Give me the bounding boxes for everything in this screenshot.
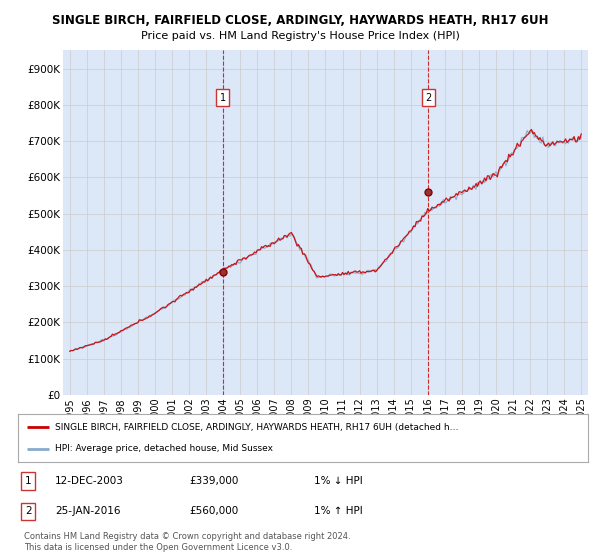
Text: Contains HM Land Registry data © Crown copyright and database right 2024.: Contains HM Land Registry data © Crown c… <box>24 532 350 541</box>
Text: 2: 2 <box>25 506 32 516</box>
Text: 1: 1 <box>25 476 32 486</box>
Text: HPI: Average price, detached house, Mid Sussex: HPI: Average price, detached house, Mid … <box>55 444 273 453</box>
Text: £560,000: £560,000 <box>189 506 238 516</box>
Text: SINGLE BIRCH, FAIRFIELD CLOSE, ARDINGLY, HAYWARDS HEATH, RH17 6UH: SINGLE BIRCH, FAIRFIELD CLOSE, ARDINGLY,… <box>52 14 548 27</box>
Text: 1% ↑ HPI: 1% ↑ HPI <box>314 506 363 516</box>
Text: 25-JAN-2016: 25-JAN-2016 <box>55 506 121 516</box>
Text: 1: 1 <box>220 92 226 102</box>
Text: Price paid vs. HM Land Registry's House Price Index (HPI): Price paid vs. HM Land Registry's House … <box>140 31 460 41</box>
Text: £339,000: £339,000 <box>189 476 238 486</box>
Text: 1% ↓ HPI: 1% ↓ HPI <box>314 476 363 486</box>
Text: 12-DEC-2003: 12-DEC-2003 <box>55 476 124 486</box>
Text: SINGLE BIRCH, FAIRFIELD CLOSE, ARDINGLY, HAYWARDS HEATH, RH17 6UH (detached h…: SINGLE BIRCH, FAIRFIELD CLOSE, ARDINGLY,… <box>55 423 458 432</box>
Text: This data is licensed under the Open Government Licence v3.0.: This data is licensed under the Open Gov… <box>24 543 292 552</box>
Text: 2: 2 <box>425 92 431 102</box>
